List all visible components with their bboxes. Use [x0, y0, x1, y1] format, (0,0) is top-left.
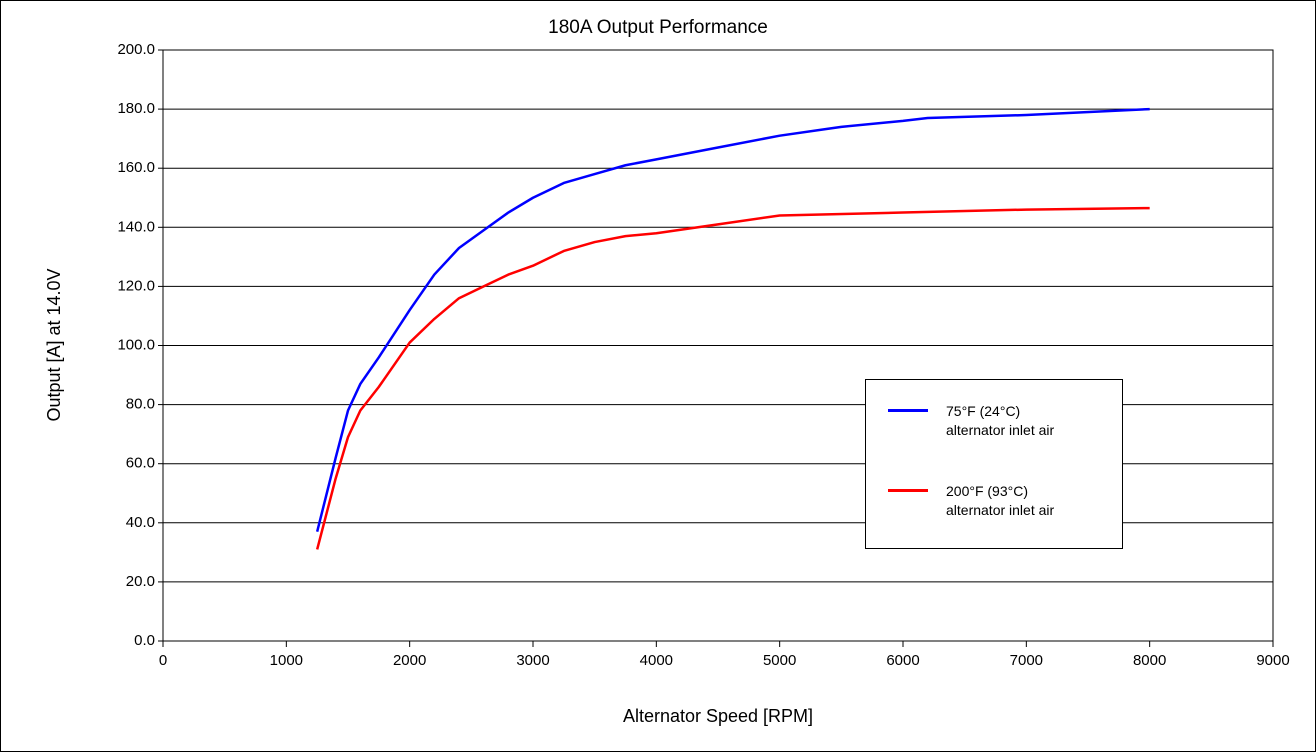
legend-swatch [888, 409, 928, 412]
y-tick-label: 60.0 [126, 455, 155, 472]
y-tick-label: 100.0 [117, 336, 155, 353]
y-tick-label: 40.0 [126, 514, 155, 531]
x-tick-label: 5000 [763, 652, 796, 669]
y-tick-label: 120.0 [117, 277, 155, 294]
legend-label: 200°F (93°C) alternator inlet air [946, 483, 1055, 518]
y-axis-label: Output [A] at 14.0V [44, 268, 64, 421]
x-axis-label: Alternator Speed [RPM] [623, 706, 813, 726]
legend-entry: 200°F (93°C) alternator inlet air [888, 482, 1054, 520]
x-tick-label: 8000 [1133, 652, 1166, 669]
y-tick-label: 160.0 [117, 159, 155, 176]
x-tick-label: 0 [159, 652, 167, 669]
x-tick-label: 6000 [886, 652, 919, 669]
y-tick-label: 80.0 [126, 396, 155, 413]
x-tick-label: 3000 [516, 652, 549, 669]
x-tick-label: 9000 [1256, 652, 1289, 669]
legend-entry: 75°F (24°C) alternator inlet air [888, 402, 1054, 440]
legend-swatch [888, 489, 928, 492]
x-tick-label: 4000 [640, 652, 673, 669]
y-tick-label: 180.0 [117, 100, 155, 117]
y-tick-label: 140.0 [117, 218, 155, 235]
line-series [315, 206, 1150, 550]
legend: 75°F (24°C) alternator inlet air 200°F (9… [865, 379, 1123, 549]
x-tick-label: 2000 [393, 652, 426, 669]
x-tick-label: 1000 [270, 652, 303, 669]
line-series [315, 107, 1150, 532]
x-tick-label: 7000 [1010, 652, 1043, 669]
y-tick-label: 20.0 [126, 573, 155, 590]
legend-label: 75°F (24°C) alternator inlet air [946, 403, 1055, 438]
y-tick-label: 0.0 [134, 632, 155, 649]
y-tick-label: 200.0 [117, 41, 155, 58]
chart-title: 180A Output Performance [548, 17, 768, 38]
